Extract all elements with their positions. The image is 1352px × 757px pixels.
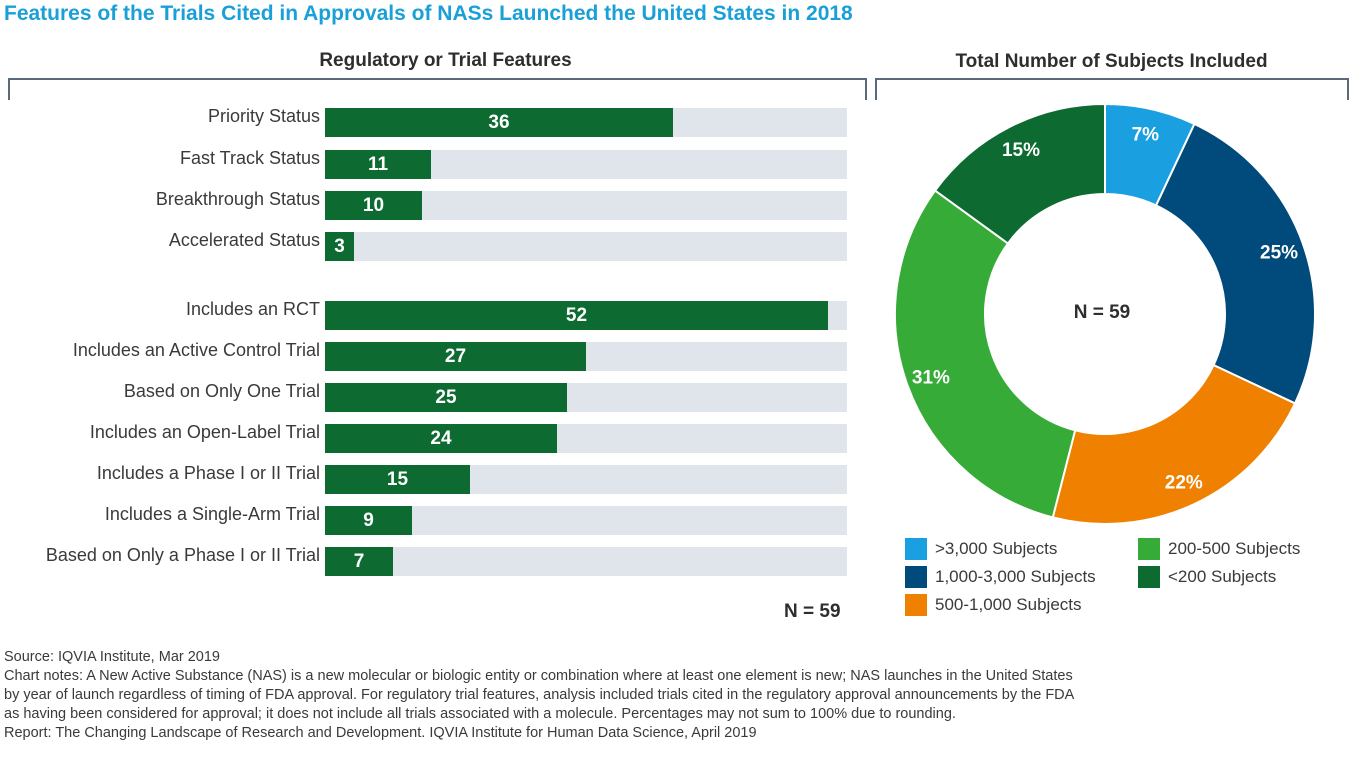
bar-track: 27 [325, 342, 847, 371]
legend-label: 1,000-3,000 Subjects [935, 567, 1096, 586]
bar-category-label: Includes a Phase I or II Trial [96, 463, 320, 483]
donut-slice-label: 7% [1132, 124, 1160, 145]
legend-swatch [905, 538, 927, 560]
bar-track: 25 [325, 383, 847, 412]
legend-label: <200 Subjects [1168, 567, 1277, 586]
chart-notes-line-3: as having been considered for approval; … [4, 706, 956, 722]
bar [325, 383, 567, 412]
bar-category-label: Based on Only a Phase I or II Trial [45, 545, 320, 565]
donut-chart: 7% 25% 22% 31% 15% N = 59 [894, 102, 1316, 525]
legend-swatch [1138, 538, 1160, 560]
bar [325, 506, 412, 535]
bar [325, 547, 393, 576]
bar [325, 342, 586, 371]
chart-notes-line-1: Chart notes: A New Active Substance (NAS… [4, 668, 1073, 684]
right-section-bracket [875, 78, 1349, 100]
legend-label: 500-1,000 Subjects [935, 595, 1082, 614]
bar-value-label: 15 [386, 469, 409, 490]
bar-track: 3 [325, 232, 847, 261]
bar [325, 191, 422, 220]
bar-category-label: Based on Only One Trial [123, 381, 320, 401]
legend-label: >3,000 Subjects [935, 539, 1058, 558]
bar-track: 10 [325, 191, 847, 220]
bar-value-label: 25 [435, 387, 457, 408]
right-section-heading: Total Number of Subjects Included [955, 51, 1268, 72]
bar-value-label: 7 [353, 551, 365, 572]
bar [325, 465, 470, 494]
bar-track: 15 [325, 465, 847, 494]
left-section-heading: Regulatory or Trial Features [319, 50, 572, 71]
bar-value-label: 36 [488, 112, 510, 133]
bar-value-label: 24 [430, 428, 452, 449]
chart-notes-line-2: by year of launch regardless of timing o… [4, 687, 1075, 703]
bar-category-label: Accelerated Status [168, 230, 320, 250]
bar-track: 36 [325, 108, 847, 137]
donut-slice [933, 102, 1106, 245]
legend-swatch [905, 594, 927, 616]
bar [325, 424, 557, 453]
bar-track: 11 [325, 150, 847, 179]
bar-category-label: Includes an Open-Label Trial [89, 422, 320, 442]
bar-category-label: Includes a Single-Arm Trial [104, 504, 320, 524]
donut-slice-label: 25% [1260, 242, 1298, 263]
bar-value-label: 3 [334, 236, 345, 257]
donut-slice [1051, 363, 1297, 525]
legend-label: 200-500 Subjects [1168, 539, 1301, 558]
bar-category-label: Fast Track Status [179, 148, 320, 168]
bar-value-label: 52 [565, 305, 588, 326]
legend-swatch [905, 566, 927, 588]
bar-category-label: Priority Status [207, 106, 320, 126]
bar-value-label: 27 [444, 346, 467, 367]
bar [325, 301, 828, 330]
bar-value-label: 11 [367, 154, 389, 175]
bar-track: 7 [325, 547, 847, 576]
donut-slice [894, 189, 1077, 519]
bar-track: 24 [325, 424, 847, 453]
bar-track: 9 [325, 506, 847, 535]
bar [325, 232, 354, 261]
donut-center-label: N = 59 [1074, 302, 1131, 323]
bar-chart-n-label: N = 59 [784, 601, 841, 622]
source-note: Source: IQVIA Institute, Mar 2019 [4, 649, 220, 665]
left-section-bracket [8, 78, 867, 100]
bar [325, 150, 431, 179]
bar-value-label: 10 [362, 195, 385, 216]
donut-slice-label: 22% [1165, 472, 1203, 493]
bar-track: 52 [325, 301, 847, 330]
donut-slice-label: 15% [1002, 140, 1040, 161]
legend-swatch [1138, 566, 1160, 588]
footnotes: Source: IQVIA Institute, Mar 2019 Chart … [4, 648, 1344, 743]
bar-category-label: Includes an RCT [185, 299, 320, 319]
donut-slice [1154, 122, 1316, 405]
donut-slice-label: 31% [912, 368, 950, 389]
bar-value-label: 9 [363, 510, 374, 531]
report-note: Report: The Changing Landscape of Resear… [4, 725, 757, 741]
chart-title: Features of the Trials Cited in Approval… [4, 2, 853, 25]
bar [325, 108, 673, 137]
bar-category-label: Includes an Active Control Trial [72, 340, 320, 360]
bar-category-label: Breakthrough Status [155, 189, 320, 209]
